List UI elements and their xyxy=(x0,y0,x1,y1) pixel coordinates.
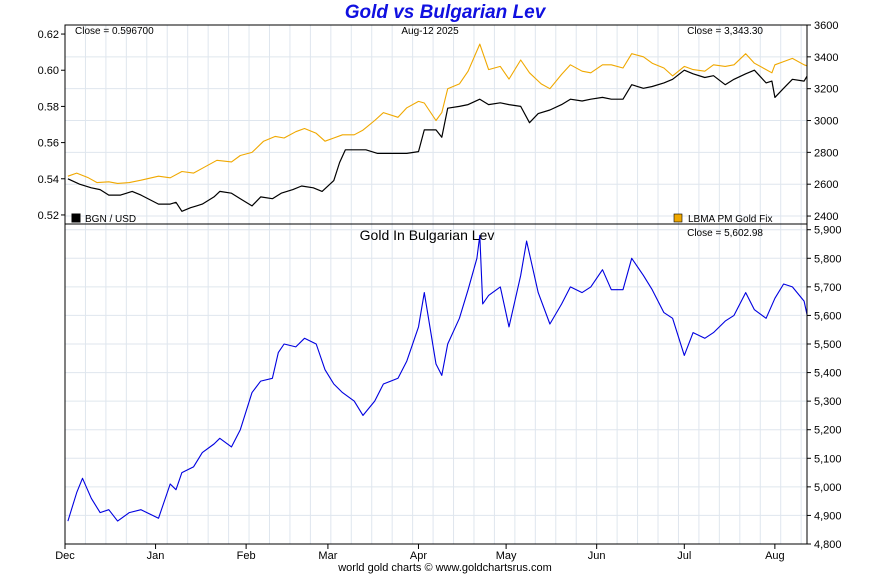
left-axis-tick-label: 0.54 xyxy=(38,174,59,186)
top-panel-grid xyxy=(64,24,807,224)
tick-labels: 0.62 0.60 0.58 0.56 0.54 0.52 3600 3400 3200 3000… xyxy=(38,20,842,562)
right-axis-tick-label: 4,800 xyxy=(814,539,842,551)
series-line-bgn-usd xyxy=(67,69,808,212)
x-axis-tick-label: Aug xyxy=(765,550,785,562)
top-panel-frame xyxy=(64,24,808,225)
x-axis-tick-label: Dec xyxy=(55,550,75,562)
right-axis-tick-label: 3200 xyxy=(814,84,838,96)
series-line-gold-usd xyxy=(67,43,808,184)
left-axis-tick-label: 0.56 xyxy=(38,138,59,150)
right-axis-tick-label: 5,600 xyxy=(814,310,842,322)
bottom-panel-grid xyxy=(64,224,807,545)
right-axis-tick-label: 2600 xyxy=(814,179,838,191)
legend-gold-label: LBMA PM Gold Fix xyxy=(688,214,772,225)
right-axis-tick-label: 2400 xyxy=(814,211,838,223)
bgn-close-annotation: Close = 0.596700 xyxy=(75,26,154,37)
right-axis-tick-label: 3400 xyxy=(814,52,838,64)
right-axis-tick-label: 4,900 xyxy=(814,510,842,522)
series-layer xyxy=(67,43,808,522)
left-axis-tick-label: 0.52 xyxy=(38,210,59,222)
x-axis-tick-label: Feb xyxy=(237,550,256,562)
legend-bgn-swatch xyxy=(71,213,81,223)
right-axis-tick-label: 5,100 xyxy=(814,453,842,465)
series-line-gold-lev xyxy=(67,234,808,522)
left-axis-tick-label: 0.62 xyxy=(38,29,59,41)
right-axis-tick-label: 5,400 xyxy=(814,368,842,380)
right-axis-tick-label: 3000 xyxy=(814,116,838,128)
x-axis-tick-label: Jul xyxy=(677,550,691,562)
right-axis-tick-label: 5,500 xyxy=(814,339,842,351)
right-axis-tick-label: 2800 xyxy=(814,147,838,159)
right-axis-tick-label: 5,000 xyxy=(814,482,842,494)
right-axis-tick-label: 5,300 xyxy=(814,396,842,408)
left-axis-tick-label: 0.60 xyxy=(38,65,59,77)
legend-bgn-label: BGN / USD xyxy=(85,214,136,225)
footer-credit: world gold charts © www.goldchartsrus.co… xyxy=(338,562,552,574)
x-axis-tick-label: Apr xyxy=(410,550,427,562)
left-axis-tick-label: 0.58 xyxy=(38,101,59,113)
right-axis-tick-label: 3600 xyxy=(814,20,838,32)
gold-close-annotation: Close = 3,343.30 xyxy=(687,26,763,37)
x-axis-tick-label: Jan xyxy=(147,550,165,562)
panel-frames xyxy=(64,24,808,545)
x-axis-tick-label: Jun xyxy=(588,550,606,562)
x-axis-tick-label: May xyxy=(496,550,517,562)
right-axis-tick-label: 5,200 xyxy=(814,425,842,437)
right-axis-tick-label: 5,800 xyxy=(814,253,842,265)
chart-title: Gold vs Bulgarian Lev xyxy=(344,2,546,23)
bottom-panel-title: Gold In Bulgarian Lev xyxy=(360,227,495,243)
legend-gold-swatch xyxy=(673,213,683,223)
x-axis-tick-label: Mar xyxy=(318,550,337,562)
right-axis-tick-label: 5,700 xyxy=(814,282,842,294)
date-annotation: Aug-12 2025 xyxy=(401,26,459,37)
bottom-panel-frame xyxy=(64,223,808,545)
lev-close-annotation: Close = 5,602.98 xyxy=(687,228,763,239)
right-axis-tick-label: 5,900 xyxy=(814,225,842,237)
